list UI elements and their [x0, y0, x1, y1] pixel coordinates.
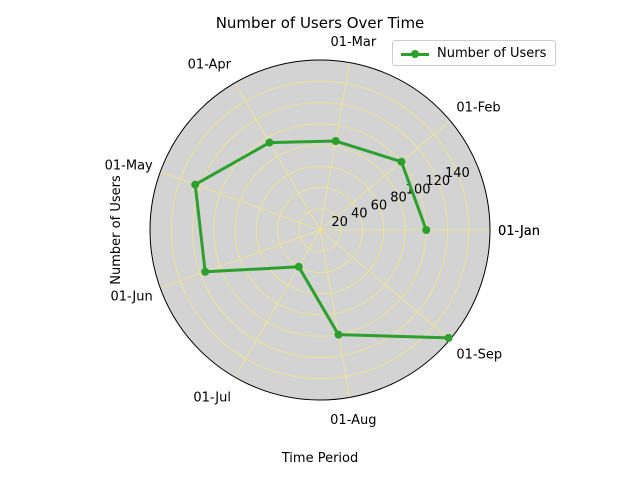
angular-gridline	[319, 229, 451, 340]
legend-label: Number of Users	[437, 46, 547, 61]
chart-title: Number of Users Over Time	[216, 14, 425, 32]
data-point	[201, 267, 210, 276]
data-point	[331, 137, 340, 146]
angle-tick-label: 01-Sep	[456, 347, 502, 362]
radial-tick-label: 120	[425, 174, 450, 189]
angle-tick-label: 01-Jul	[193, 390, 231, 405]
angular-gridline	[319, 229, 350, 398]
angle-tick-label: 01-Jun	[110, 290, 152, 305]
x-axis-label: Time Period	[281, 451, 358, 466]
legend-marker-swatch	[411, 50, 419, 58]
radial-tick-label: 80	[390, 190, 407, 205]
angular-gridline	[319, 120, 451, 231]
data-point	[265, 138, 274, 147]
polar-plot-area: 2040608010012014001-Jan01-Feb01-Mar01-Ap…	[105, 35, 540, 428]
angular-gridline	[160, 229, 321, 289]
angular-gridline	[234, 82, 321, 231]
angle-tick-label: 01-May	[105, 158, 153, 173]
radial-tick-label: 140	[445, 166, 470, 181]
angle-tick-label: 01-Jan	[498, 224, 540, 239]
y-axis-label: Number of Users	[109, 175, 124, 285]
angle-tick-label: 01-Aug	[330, 413, 376, 428]
radial-tick-label: 20	[331, 215, 348, 230]
legend: Number of Users	[392, 40, 556, 66]
data-point	[294, 262, 303, 271]
angular-gridline	[160, 171, 321, 231]
data-point	[444, 333, 453, 342]
angle-tick-label: 01-Apr	[188, 58, 232, 73]
radial-tick-label: 60	[371, 199, 388, 214]
data-point	[334, 330, 343, 339]
angle-tick-label: 01-Jan	[498, 224, 540, 239]
polar-frame	[149, 59, 491, 401]
data-point	[397, 157, 406, 166]
data-point	[191, 180, 200, 189]
angle-tick-label: 01-Mar	[330, 35, 376, 50]
radial-tick-label: 40	[351, 207, 368, 222]
angular-gridline	[319, 62, 350, 231]
angular-gridline	[234, 229, 321, 378]
angle-tick-label: 01-Feb	[456, 101, 500, 116]
data-point	[422, 226, 431, 234]
